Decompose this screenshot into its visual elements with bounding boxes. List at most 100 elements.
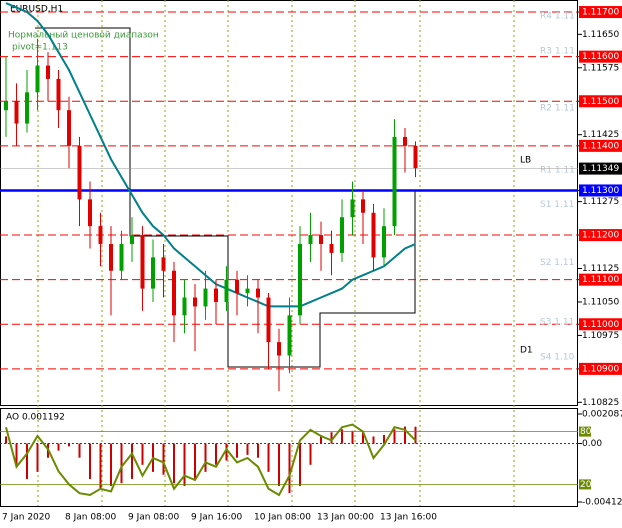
y-tick-label: 1.10900 [582,364,619,374]
indicator-name: Нормальный ценовой диапазон [8,31,159,41]
candle-body [67,110,71,146]
candle-body [413,145,418,169]
pivot-level: S3 1.11 [540,318,574,328]
candle-body [46,65,50,79]
candle-body [203,288,208,307]
pivot-level: R1 1.11 [540,165,575,175]
y-tick-label: 1.11650 [582,30,619,40]
x-tick-label: 8 Jan 08:00 [65,513,117,523]
annotation: D1 [520,346,533,356]
y-tick-label: 1.11425 [582,130,619,140]
range-boxes [35,27,416,368]
y-tick-label: 1.10975 [582,331,619,341]
candle-body [329,243,334,253]
moving-average [5,2,416,308]
time-grid [37,0,515,506]
price-label-box [579,50,622,63]
pivot-level: R3 1.11 [540,46,575,56]
y-tick-label: 1.11125 [582,264,619,274]
candle-body [392,136,397,227]
candle-body [298,243,302,316]
ao-tick-label: -0.004127 [582,498,622,508]
stoch-level-box [579,426,591,437]
candle-body [161,257,166,271]
candle-body [130,235,134,244]
x-tick-label: 9 Jan 08:00 [128,513,180,523]
y-tick-label: 1.11700 [582,8,619,18]
candle-body [361,199,365,213]
stoch-line [5,423,417,497]
price-label-box [579,318,622,331]
candle-body [287,315,292,356]
pivot-label: pivot=1.113 [12,43,68,53]
candle-body [77,145,82,200]
y-tick-label: 1.11300 [582,186,619,196]
y-tick-label: 1.11275 [582,197,619,207]
candle-body [319,235,323,244]
x-tick-label: 7 Jan 2020 [2,513,50,523]
pivot-level: S2 1.11 [540,258,574,268]
candle-body [14,101,19,124]
candle-body [182,297,187,316]
ao-tick-label: 0.00 [582,439,602,449]
candle-body [193,297,197,307]
ao-tick-label: 0.002087 [582,410,622,420]
candle-body [140,235,145,289]
price-label-box [579,184,622,197]
x-tick-label: 9 Jan 16:00 [191,513,243,523]
y-tick-label: 1.11500 [582,97,619,107]
x-tick-label: 13 Jan 16:00 [380,513,437,523]
x-tick-label: 13 Jan 00:00 [317,513,374,523]
y-tick-label: 1.11600 [582,52,619,62]
last-price-box [579,162,622,175]
y-tick-label: 1.11200 [582,231,619,241]
price-label-box [579,95,622,108]
y-tick-label: 1.11000 [582,320,619,330]
candle-body [151,257,155,289]
price-label-box [579,362,622,375]
candle-body [25,92,29,124]
candle-body [256,288,260,298]
candle-body [340,217,344,253]
candle-body [224,279,229,302]
x-tick-label: 10 Jan 08:00 [254,513,311,523]
symbol: EURUSD,H1 [10,5,63,15]
ao-label: AO 0.001192 [6,413,65,423]
candle-body [371,212,376,258]
candle-body [350,199,355,218]
price-label-box [579,139,622,152]
y-tick-label: 1.11575 [582,63,619,73]
candle-body [109,243,113,271]
price-label-box [579,229,622,242]
candle-body [98,226,103,244]
y-tick-label: 1.11100 [582,275,619,285]
candle-body [266,297,271,343]
pivot-level: R4 1.11 [540,12,575,22]
candle-body [56,78,61,111]
candle-body [308,235,313,244]
candle-body [35,65,40,93]
pivot-level: S4 1.10 [540,352,575,362]
last-price: 1.11349 [582,164,619,174]
candle-body [235,279,239,294]
stoch-level-box [579,479,591,490]
stoch-level-label: 20 [580,480,592,490]
y-tick-label: 1.11400 [582,141,619,151]
candle-body [172,270,176,316]
candle-body [4,101,8,111]
candle-body [88,199,92,227]
candle-body [277,342,281,356]
candle-body [245,288,250,294]
pivot-level: S1 1.11 [540,200,574,210]
annotation: LB [520,156,531,166]
price-label-box [579,6,622,19]
price-label-box [579,273,622,286]
stoch-level-label: 80 [580,427,592,437]
candle-body [403,136,407,146]
candle-body [119,243,124,271]
pivot-level: R2 1.11 [540,103,575,113]
y-tick-label: 1.10825 [582,398,619,408]
y-tick-label: 1.11050 [582,297,619,307]
candle-body [382,226,386,258]
